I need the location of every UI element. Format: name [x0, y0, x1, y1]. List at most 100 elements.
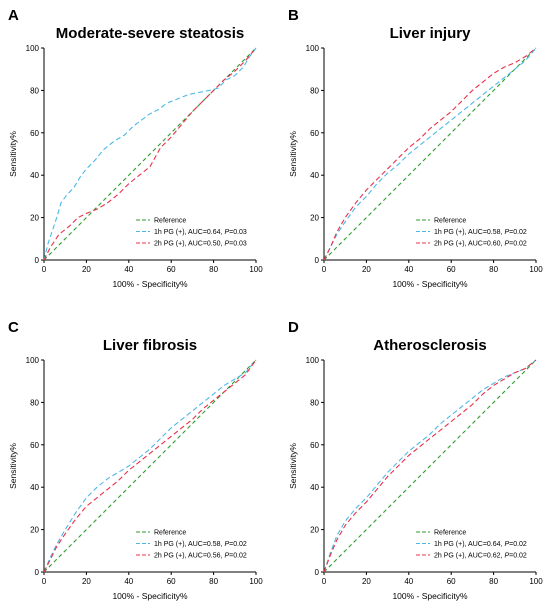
chart-panel-c: C Liver fibrosis 0 20 40 60 80 100 0 20 40 60 80 100 1…: [8, 319, 263, 601]
x-tick-label: 0: [322, 577, 327, 586]
y-tick-label: 100: [306, 44, 320, 53]
legend-text: 1h PG (+), AUC=0.58,: [154, 541, 224, 548]
y-tick-label: 40: [30, 171, 39, 180]
y-tick-label: 20: [30, 526, 39, 535]
y-tick-label: 60: [30, 129, 39, 138]
reference-line: [323, 47, 537, 261]
x-tick-label: 40: [124, 577, 133, 586]
y-axis-label: Sensitivity%: [288, 443, 298, 489]
series-2h-pg-roc-curve: [323, 47, 537, 261]
x-tick-label: 100: [249, 577, 263, 586]
y-tick-label: 60: [30, 441, 39, 450]
x-tick-label: 60: [167, 577, 176, 586]
x-tick-label: 100: [529, 577, 543, 586]
y-tick-label: 0: [315, 568, 320, 577]
legend-p-symbol: P: [504, 229, 509, 236]
legend-p-value: =0.02: [509, 241, 527, 248]
series-1h-pg-roc-curve: [323, 359, 537, 573]
y-axis-label: Sensitivity%: [288, 131, 298, 177]
x-axis-label: 100% - Specificity%: [392, 279, 468, 289]
legend-entry: 1h PG (+), AUC=0.58, P=0.02: [154, 541, 247, 548]
x-tick-label: 40: [404, 577, 413, 586]
legend-entry: 1h PG (+), AUC=0.64, P=0.02: [434, 541, 527, 548]
y-tick-label: 60: [310, 129, 319, 138]
legend-text: 1h PG (+), AUC=0.64,: [434, 541, 504, 548]
y-tick-label: 40: [30, 483, 39, 492]
series-1h-pg-roc-curve: [43, 359, 257, 573]
x-tick-label: 80: [489, 265, 498, 274]
reference-line: [43, 359, 257, 573]
x-tick-label: 20: [82, 577, 91, 586]
reference-line: [43, 47, 257, 261]
x-tick-label: 0: [322, 265, 327, 274]
y-tick-label: 100: [306, 356, 320, 365]
x-tick-label: 20: [362, 577, 371, 586]
legend-entry: 1h PG (+), AUC=0.64, P=0.03: [154, 229, 247, 236]
chart-title: Liver injury: [390, 25, 472, 42]
y-tick-label: 80: [310, 398, 319, 407]
y-axis-label: Sensitivity%: [8, 131, 18, 177]
series-2h-pg-roc-curve: [43, 47, 257, 261]
chart-title: Moderate-severe steatosis: [56, 25, 244, 42]
x-axis-label: 100% - Specificity%: [392, 591, 468, 601]
y-tick-label: 60: [310, 441, 319, 450]
panel-label: D: [288, 319, 299, 336]
chart-panel-d: D Atherosclerosis 0 20 40 60 80 100 0 20 40 60 80 100…: [288, 319, 543, 601]
x-tick-label: 40: [124, 265, 133, 274]
legend-text: 2h PG (+), AUC=0.50,: [154, 241, 224, 248]
y-tick-label: 80: [310, 86, 319, 95]
x-tick-label: 20: [362, 265, 371, 274]
y-tick-label: 80: [30, 398, 39, 407]
series-2h-pg-roc-curve: [323, 359, 537, 573]
legend-entry: Reference: [154, 218, 186, 225]
legend-p-value: =0.02: [229, 553, 247, 560]
legend-p-value: =0.02: [509, 229, 527, 236]
legend-entry: Reference: [434, 530, 466, 537]
x-tick-label: 80: [209, 265, 218, 274]
x-tick-label: 60: [167, 265, 176, 274]
x-tick-label: 0: [42, 265, 47, 274]
x-tick-label: 60: [447, 265, 456, 274]
y-tick-label: 100: [26, 356, 40, 365]
legend-entry: Reference: [434, 218, 466, 225]
y-tick-label: 40: [310, 483, 319, 492]
legend-p-value: =0.02: [509, 541, 527, 548]
legend-entry: 2h PG (+), AUC=0.56, P=0.02: [154, 553, 247, 560]
x-tick-label: 80: [209, 577, 218, 586]
x-tick-label: 40: [404, 265, 413, 274]
legend-p-value: =0.02: [509, 553, 527, 560]
y-tick-label: 20: [310, 526, 319, 535]
legend-p-value: =0.03: [229, 229, 247, 236]
y-tick-label: 0: [35, 256, 40, 265]
y-tick-label: 40: [310, 171, 319, 180]
x-axis-label: 100% - Specificity%: [112, 279, 188, 289]
panel-label: B: [288, 7, 299, 24]
chart-panel-a: A Moderate-severe steatosis 0 20 40 60 80 100 0 2…: [8, 7, 263, 289]
legend-p-symbol: P: [224, 541, 229, 548]
legend-p-symbol: P: [504, 553, 509, 560]
chart-panel-b: B Liver injury 0 20 40 60 80 100 0 20 40 60 80 100 100…: [288, 7, 543, 289]
legend-text: 1h PG (+), AUC=0.64,: [154, 229, 224, 236]
legend-text: 2h PG (+), AUC=0.56,: [154, 553, 224, 560]
x-tick-label: 20: [82, 265, 91, 274]
y-tick-label: 80: [30, 86, 39, 95]
x-axis-label: 100% - Specificity%: [112, 591, 188, 601]
legend-p-symbol: P: [224, 553, 229, 560]
y-tick-label: 100: [26, 44, 40, 53]
panel-label: C: [8, 319, 19, 336]
x-tick-label: 100: [249, 265, 263, 274]
panel-label: A: [8, 7, 19, 24]
y-tick-label: 0: [35, 568, 40, 577]
legend-entry: 2h PG (+), AUC=0.62, P=0.02: [434, 553, 527, 560]
legend-entry: Reference: [154, 530, 186, 537]
legend-p-symbol: P: [224, 229, 229, 236]
chart-title: Atherosclerosis: [373, 337, 486, 354]
legend-text: 2h PG (+), AUC=0.60,: [434, 241, 504, 248]
legend-p-value: =0.02: [229, 541, 247, 548]
series-2h-pg-roc-curve: [43, 359, 257, 573]
legend-entry: 2h PG (+), AUC=0.60, P=0.02: [434, 241, 527, 248]
legend-entry: 2h PG (+), AUC=0.50, P=0.03: [154, 241, 247, 248]
legend-text: 1h PG (+), AUC=0.58,: [434, 229, 504, 236]
x-tick-label: 100: [529, 265, 543, 274]
